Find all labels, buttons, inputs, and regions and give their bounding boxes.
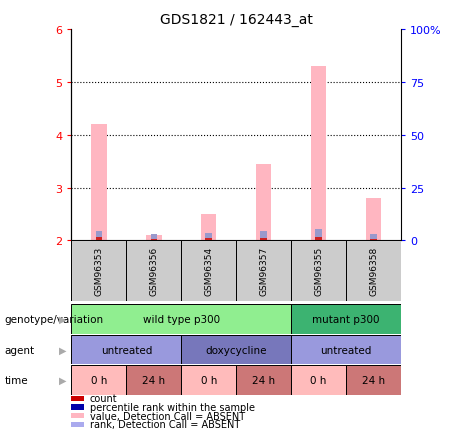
Bar: [256, 164, 272, 241]
Text: doxycycline: doxycycline: [206, 345, 267, 355]
Bar: [95, 231, 102, 241]
Bar: [71, 241, 126, 302]
Bar: [236, 241, 291, 302]
Bar: [346, 365, 401, 395]
Bar: [181, 365, 236, 395]
Bar: [370, 239, 377, 241]
Bar: [236, 365, 291, 395]
Text: genotype/variation: genotype/variation: [5, 315, 104, 324]
Text: 24 h: 24 h: [362, 375, 385, 385]
Text: 0 h: 0 h: [91, 375, 107, 385]
Bar: [126, 365, 181, 395]
Text: percentile rank within the sample: percentile rank within the sample: [90, 402, 255, 412]
Bar: [181, 241, 236, 302]
Bar: [260, 238, 267, 241]
Text: GSM96357: GSM96357: [259, 247, 268, 296]
Bar: [151, 234, 157, 241]
Bar: [206, 233, 212, 241]
Bar: [181, 335, 291, 365]
Bar: [71, 335, 181, 365]
Bar: [291, 241, 346, 302]
Text: ▶: ▶: [59, 345, 67, 355]
Text: mutant p300: mutant p300: [313, 315, 380, 324]
Bar: [291, 305, 401, 334]
Bar: [206, 238, 212, 241]
Text: untreated: untreated: [320, 345, 372, 355]
Text: untreated: untreated: [100, 345, 152, 355]
Bar: [291, 365, 346, 395]
Bar: [260, 231, 267, 241]
Bar: [315, 238, 322, 241]
Text: 24 h: 24 h: [142, 375, 165, 385]
Text: 0 h: 0 h: [201, 375, 217, 385]
Text: 24 h: 24 h: [252, 375, 275, 385]
Bar: [311, 67, 326, 241]
Text: rank, Detection Call = ABSENT: rank, Detection Call = ABSENT: [90, 420, 240, 429]
Text: 0 h: 0 h: [310, 375, 327, 385]
Text: ▶: ▶: [59, 375, 67, 385]
Text: count: count: [90, 394, 118, 403]
Text: ▶: ▶: [59, 315, 67, 324]
Bar: [151, 239, 157, 241]
Bar: [95, 238, 102, 241]
Bar: [126, 241, 181, 302]
Bar: [91, 125, 106, 241]
Bar: [201, 214, 217, 241]
Bar: [315, 229, 322, 241]
Bar: [71, 305, 291, 334]
Text: time: time: [5, 375, 28, 385]
Bar: [291, 335, 401, 365]
Bar: [346, 241, 401, 302]
Text: GSM96356: GSM96356: [149, 247, 159, 296]
Text: wild type p300: wild type p300: [143, 315, 220, 324]
Text: GSM96354: GSM96354: [204, 247, 213, 296]
Text: agent: agent: [5, 345, 35, 355]
Bar: [370, 234, 377, 241]
Bar: [71, 365, 126, 395]
Text: GSM96353: GSM96353: [95, 247, 103, 296]
Text: value, Detection Call = ABSENT: value, Detection Call = ABSENT: [90, 411, 245, 421]
Bar: [146, 236, 161, 241]
Title: GDS1821 / 162443_at: GDS1821 / 162443_at: [160, 13, 313, 26]
Bar: [366, 199, 381, 241]
Text: GSM96358: GSM96358: [369, 247, 378, 296]
Text: GSM96355: GSM96355: [314, 247, 323, 296]
